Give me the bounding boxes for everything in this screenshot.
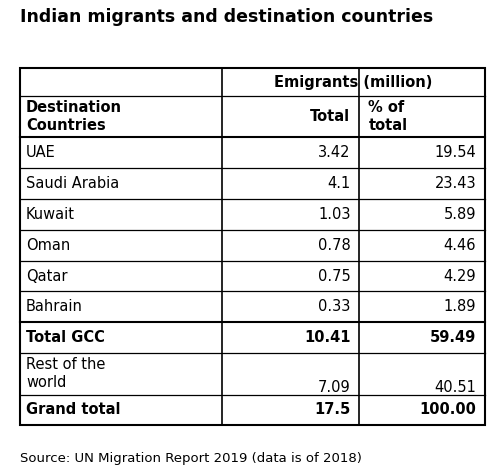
Text: 23.43: 23.43 (434, 176, 476, 191)
Text: Bahrain: Bahrain (26, 299, 83, 314)
Text: 4.46: 4.46 (444, 238, 476, 253)
Text: Rest of the
world: Rest of the world (26, 357, 106, 391)
Text: UAE: UAE (26, 145, 56, 160)
Text: Kuwait: Kuwait (26, 207, 75, 222)
Text: 19.54: 19.54 (434, 145, 476, 160)
Text: 0.33: 0.33 (318, 299, 350, 314)
Text: 7.09: 7.09 (318, 380, 350, 395)
Text: 59.49: 59.49 (430, 330, 476, 345)
Text: Emigrants (million): Emigrants (million) (274, 75, 433, 90)
Text: 100.00: 100.00 (419, 402, 476, 417)
Text: Destination
Countries: Destination Countries (26, 100, 122, 133)
Text: 17.5: 17.5 (314, 402, 350, 417)
Text: % of
total: % of total (368, 100, 408, 133)
Text: Total: Total (310, 109, 350, 124)
Text: Source: UN Migration Report 2019 (data is of 2018): Source: UN Migration Report 2019 (data i… (20, 452, 362, 465)
Text: 4.1: 4.1 (327, 176, 350, 191)
Text: 4.29: 4.29 (444, 268, 476, 283)
Text: Grand total: Grand total (26, 402, 120, 417)
Text: 5.89: 5.89 (444, 207, 476, 222)
Bar (20, 68, 485, 425)
Text: Total GCC: Total GCC (26, 330, 105, 345)
Text: Qatar: Qatar (26, 268, 68, 283)
Text: 1.03: 1.03 (318, 207, 350, 222)
Text: 0.75: 0.75 (318, 268, 350, 283)
Text: Saudi Arabia: Saudi Arabia (26, 176, 120, 191)
Text: Oman: Oman (26, 238, 70, 253)
Text: 40.51: 40.51 (434, 380, 476, 395)
Text: Indian migrants and destination countries: Indian migrants and destination countrie… (20, 8, 433, 26)
Text: 3.42: 3.42 (318, 145, 350, 160)
Text: 0.78: 0.78 (318, 238, 350, 253)
Text: 10.41: 10.41 (304, 330, 350, 345)
Text: 1.89: 1.89 (444, 299, 476, 314)
